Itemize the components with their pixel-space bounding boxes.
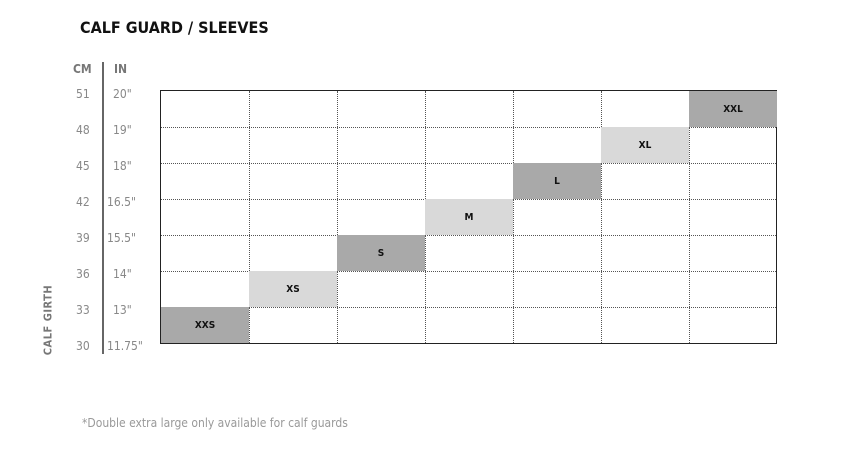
size-cell-m: M [425, 199, 513, 235]
tick-in: 11.75" [107, 339, 143, 353]
tick-cm: 48 [76, 123, 90, 137]
size-cell-xl: XL [601, 127, 689, 163]
size-cell-xs: XS [249, 271, 337, 307]
tick-in: 16.5" [107, 195, 136, 209]
grid-line-vertical [689, 91, 690, 343]
column-header-cm: CM [73, 62, 92, 76]
tick-cm: 45 [76, 159, 90, 173]
axis-divider [102, 62, 104, 354]
tick-cm: 42 [76, 195, 90, 209]
size-cell-s: S [337, 235, 425, 271]
size-cell-xxs: XXS [161, 307, 249, 343]
y-axis-label: CALF GIRTH [41, 284, 55, 356]
tick-in: 19" [113, 123, 132, 137]
grid-line-vertical [337, 91, 338, 343]
grid-line-vertical [249, 91, 250, 343]
chart-title: CALF GUARD / SLEEVES [80, 18, 269, 37]
size-cell-xxl: XXL [689, 91, 777, 127]
grid-line-horizontal [161, 235, 776, 236]
size-cell-l: L [513, 163, 601, 199]
grid-line-horizontal [161, 271, 776, 272]
column-header-in: IN [114, 62, 128, 76]
tick-in: 15.5" [107, 231, 136, 245]
tick-cm: 39 [76, 231, 90, 245]
tick-in: 20" [113, 87, 132, 101]
grid-line-vertical [601, 91, 602, 343]
grid-line-horizontal [161, 307, 776, 308]
tick-cm: 51 [76, 87, 90, 101]
tick-cm: 36 [76, 267, 90, 281]
size-grid: XXS XS S M L XL XXL [160, 90, 777, 344]
footnote: *Double extra large only available for c… [82, 416, 348, 430]
tick-cm: 33 [76, 303, 90, 317]
grid-line-horizontal [161, 127, 776, 128]
tick-in: 18" [113, 159, 132, 173]
tick-cm: 30 [76, 339, 90, 353]
tick-in: 14" [113, 267, 132, 281]
tick-in: 13" [113, 303, 132, 317]
grid-line-vertical [513, 91, 514, 343]
grid-line-horizontal [161, 163, 776, 164]
